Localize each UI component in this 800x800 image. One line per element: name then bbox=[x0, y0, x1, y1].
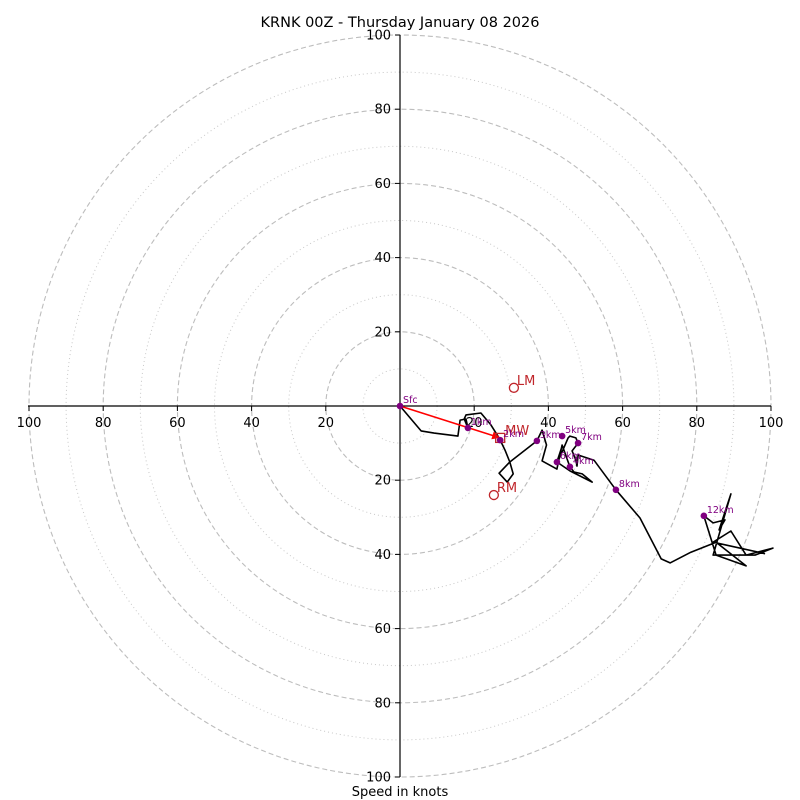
wind-profile-layer bbox=[399, 405, 774, 567]
right-mover-label: RM bbox=[497, 481, 517, 496]
y-tick-label: 80 bbox=[374, 103, 391, 118]
x-ticks: 100 80 60 40 20 20 40 60 80 100 bbox=[17, 406, 784, 431]
x-tick-label: 40 bbox=[540, 416, 557, 431]
chart-title: KRNK 00Z - Thursday January 08 2026 bbox=[261, 15, 540, 31]
height-marker-6km bbox=[553, 458, 561, 466]
wind-profile-line bbox=[399, 405, 774, 567]
y-tick-label: 60 bbox=[374, 177, 391, 192]
height-label-8km: 8km bbox=[619, 479, 640, 490]
right-mover-marker bbox=[488, 489, 500, 501]
height-label-7km: 7km bbox=[581, 432, 602, 443]
x-tick-label: 60 bbox=[169, 416, 186, 431]
y-tick-label: 40 bbox=[374, 548, 391, 563]
y-ticks: 100 80 60 40 20 20 40 60 80 100 bbox=[366, 29, 400, 786]
height-marker-sfc bbox=[396, 402, 404, 410]
height-label-12km: 12km bbox=[707, 505, 734, 516]
height-label-5km: 5km bbox=[565, 425, 586, 436]
height-marker-8km bbox=[612, 486, 620, 494]
height-label-3km: 3km bbox=[540, 430, 561, 441]
height-label-6km: 6km bbox=[560, 451, 581, 462]
x-tick-label: 100 bbox=[759, 416, 784, 431]
height-marker-1km bbox=[464, 424, 472, 432]
left-mover-marker bbox=[508, 382, 520, 393]
y-tick-label: 40 bbox=[374, 251, 391, 266]
x-axis-label: Speed in knots bbox=[352, 785, 449, 800]
y-tick-label: 100 bbox=[366, 771, 391, 786]
height-marker-12km bbox=[700, 512, 708, 520]
y-tick-label: 20 bbox=[374, 474, 391, 489]
height-label-sfc: Sfc bbox=[403, 395, 418, 406]
x-tick-label: 20 bbox=[318, 416, 335, 431]
height-marker-3km bbox=[533, 437, 541, 445]
height-label-2km: 2km bbox=[503, 429, 524, 440]
height-marker-4km bbox=[566, 463, 574, 471]
height-marker-5km bbox=[558, 432, 566, 440]
x-tick-label: 40 bbox=[243, 416, 260, 431]
storm-motion-layer: LM RM MW bbox=[399, 374, 535, 501]
y-tick-label: 80 bbox=[374, 696, 391, 711]
height-marker-7km bbox=[574, 439, 582, 447]
mean-wind-label: MW bbox=[505, 424, 529, 439]
x-tick-label: 60 bbox=[614, 416, 631, 431]
height-label-4km: 4km bbox=[573, 456, 594, 467]
x-tick-label: 80 bbox=[95, 416, 112, 431]
y-tick-label: 20 bbox=[374, 325, 391, 340]
mean-wind-vector bbox=[399, 405, 501, 439]
height-marker-2km bbox=[496, 436, 504, 444]
y-tick-label: 60 bbox=[374, 622, 391, 637]
height-label-1km: 1km bbox=[471, 417, 492, 428]
left-mover-label: LM bbox=[517, 374, 535, 389]
x-tick-label: 80 bbox=[689, 416, 706, 431]
y-tick-label: 100 bbox=[366, 29, 391, 44]
x-tick-label: 100 bbox=[17, 416, 42, 431]
